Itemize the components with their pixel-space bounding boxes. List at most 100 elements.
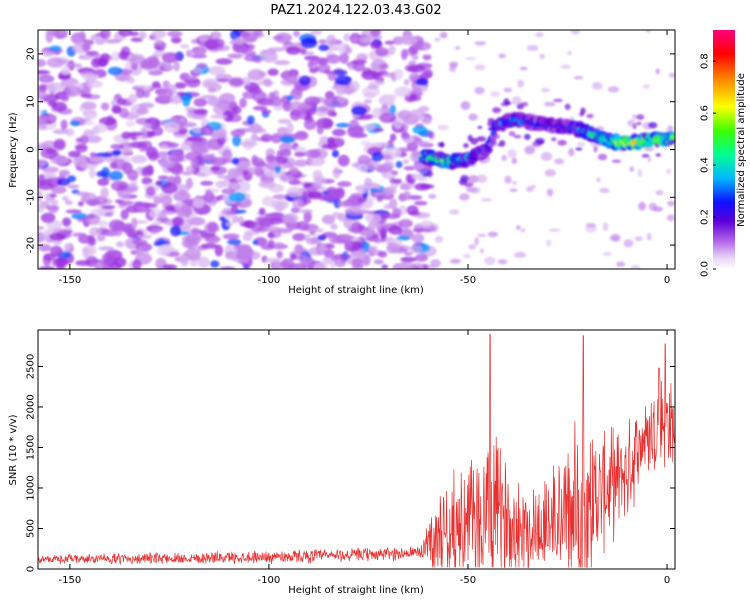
heatmap-cell (408, 72, 420, 82)
heatmap-cell (585, 223, 597, 228)
heatmap-cell (317, 63, 331, 74)
heatmap-cell (594, 82, 599, 87)
heatmap-cell (540, 151, 553, 161)
heatmap-cell (46, 83, 62, 92)
heatmap-cell (668, 72, 675, 78)
heatmap-cell (237, 216, 244, 224)
y-tick-label: -10 (26, 189, 37, 205)
snr-y-label: SNR (10 * v/v) (8, 414, 19, 485)
heatmap-cell (146, 164, 154, 176)
heatmap-cell (58, 169, 70, 177)
heatmap-cell (273, 105, 284, 111)
colorbar-tick-label: 0.8 (700, 53, 711, 69)
heatmap-cell (232, 215, 239, 224)
heatmap-cell (492, 107, 502, 114)
heatmap-cell (370, 40, 381, 50)
heatmap-cell (207, 221, 218, 233)
heatmap-cell (215, 58, 233, 65)
heatmap-cell (280, 258, 294, 269)
heatmap-cell (373, 238, 384, 244)
heatmap-cell (476, 174, 488, 183)
heatmap-cell (240, 140, 258, 147)
heatmap-cell (143, 56, 160, 69)
heatmap-cell (180, 255, 189, 267)
heatmap-cell (50, 199, 59, 206)
heatmap-cell (118, 30, 133, 37)
heatmap-cell (351, 105, 367, 116)
heatmap-cell (234, 209, 247, 214)
heatmap-cell (131, 217, 138, 230)
heatmap-cell (408, 60, 417, 65)
heatmap-cell (307, 156, 325, 167)
heatmap-cell (285, 75, 298, 84)
heatmap-cell (185, 177, 194, 190)
heatmap-cell (384, 94, 398, 100)
heatmap-cell (356, 53, 369, 58)
heatmap-cell (336, 96, 346, 103)
heatmap-cell (252, 105, 268, 111)
heatmap-cell (251, 133, 258, 142)
heatmap-cell (325, 243, 335, 250)
heatmap-cell (187, 254, 201, 262)
heatmap-cell (402, 191, 412, 201)
heatmap-cell (197, 256, 210, 268)
heatmap-cell (655, 190, 664, 196)
heatmap-cell (426, 170, 433, 178)
heatmap-cell (597, 153, 608, 161)
heatmap-cell (412, 125, 428, 135)
heatmap-cell (666, 168, 671, 174)
heatmap-cell (418, 115, 425, 121)
heatmap-cell (121, 131, 131, 140)
heatmap-cell (62, 217, 72, 227)
heatmap-cell (379, 63, 389, 70)
heatmap-cell (357, 224, 366, 230)
heatmap-cell (515, 225, 521, 230)
heatmap-cell (246, 115, 255, 125)
heatmap-cell (158, 238, 165, 243)
heatmap-cell (506, 101, 512, 105)
heatmap-cell (51, 186, 67, 194)
spectrogram-x-label: Height of straight line (km) (288, 285, 424, 296)
heatmap-cell (129, 53, 146, 65)
heatmap-cell (503, 87, 513, 93)
heatmap-cell (535, 32, 544, 38)
heatmap-cell (379, 228, 387, 239)
heatmap-cell (390, 133, 397, 142)
heatmap-cell (98, 57, 108, 68)
heatmap-cell (412, 227, 425, 233)
heatmap-cell (422, 68, 433, 79)
heatmap-cell (210, 165, 221, 172)
y-tick-label: 0 (26, 146, 37, 152)
heatmap-cell (227, 53, 244, 59)
heatmap-cell (160, 243, 174, 252)
heatmap-cell (138, 102, 155, 109)
heatmap-cell (394, 86, 413, 98)
heatmap-cell (363, 91, 376, 99)
heatmap-cell (190, 157, 199, 169)
heatmap-cell (239, 97, 247, 108)
heatmap-cell (520, 102, 529, 107)
heatmap-cell (497, 259, 508, 265)
heatmap-cell (538, 141, 545, 144)
heatmap-cell (174, 82, 187, 89)
heatmap-cell (326, 137, 335, 144)
heatmap-cell (524, 145, 536, 155)
heatmap-cell (129, 31, 139, 37)
heatmap-cell (470, 137, 479, 145)
heatmap-cell (647, 156, 652, 163)
heatmap-cell (76, 191, 90, 197)
heatmap-cell (434, 235, 444, 243)
x-tick-label: -100 (258, 575, 281, 586)
heatmap-cell (86, 135, 102, 144)
heatmap-cell (125, 183, 139, 193)
heatmap-cell (303, 210, 312, 223)
heatmap-cell (75, 143, 88, 153)
heatmap-cell (248, 86, 262, 94)
heatmap-cell (127, 169, 139, 181)
heatmap-cell (596, 178, 601, 182)
heatmap-cell (409, 244, 423, 254)
heatmap-cell (412, 150, 421, 158)
heatmap-cell (642, 84, 651, 89)
heatmap-cell (152, 126, 164, 137)
